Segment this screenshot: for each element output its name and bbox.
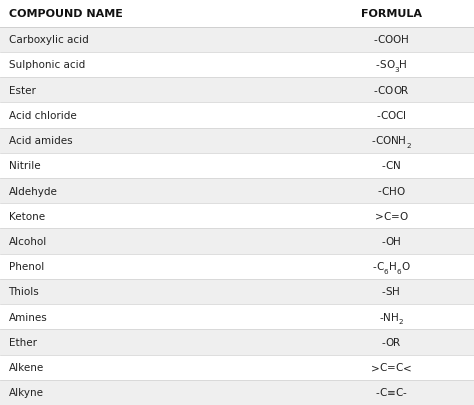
Bar — [0, 355, 474, 380]
Bar — [0, 153, 474, 179]
Text: -: - — [375, 388, 379, 397]
Text: C: C — [379, 362, 387, 372]
Bar — [0, 128, 474, 153]
Bar — [0, 78, 474, 103]
Text: -: - — [376, 111, 380, 121]
Text: Phenol: Phenol — [9, 262, 44, 272]
Text: 6: 6 — [384, 268, 389, 274]
Bar — [0, 179, 474, 204]
Text: O: O — [396, 186, 405, 196]
Text: O: O — [385, 337, 393, 347]
Text: C: C — [375, 136, 383, 146]
Text: H: H — [393, 237, 401, 246]
Bar — [0, 204, 474, 229]
Text: C: C — [381, 186, 389, 196]
Text: C: C — [395, 388, 403, 397]
Text: -: - — [374, 85, 377, 96]
Bar — [0, 229, 474, 254]
Text: Alcohol: Alcohol — [9, 237, 47, 246]
Text: Ester: Ester — [9, 85, 36, 96]
Bar — [0, 254, 474, 279]
Text: O: O — [393, 35, 401, 45]
Text: Thiols: Thiols — [9, 287, 39, 297]
Text: H: H — [401, 35, 409, 45]
Text: N: N — [391, 136, 399, 146]
Bar — [0, 380, 474, 405]
Text: S: S — [379, 60, 386, 70]
Text: >: > — [374, 211, 383, 221]
Text: R: R — [393, 337, 401, 347]
Text: 3: 3 — [394, 67, 399, 73]
Text: C: C — [385, 161, 393, 171]
Text: C: C — [395, 362, 403, 372]
Text: Carboxylic acid: Carboxylic acid — [9, 35, 88, 45]
Text: O: O — [387, 111, 395, 121]
Bar — [0, 304, 474, 330]
Text: -: - — [382, 161, 385, 171]
Bar — [0, 103, 474, 128]
Text: O: O — [393, 85, 401, 96]
Text: COMPOUND NAME: COMPOUND NAME — [9, 9, 122, 19]
Text: -: - — [373, 262, 377, 272]
Text: O: O — [386, 60, 394, 70]
Text: N: N — [383, 312, 391, 322]
Text: -: - — [403, 388, 407, 397]
Text: -: - — [381, 237, 385, 246]
Text: <: < — [403, 362, 411, 372]
Text: l: l — [403, 111, 406, 121]
Text: -: - — [375, 60, 379, 70]
Text: Alkene: Alkene — [9, 362, 44, 372]
Text: Nitrile: Nitrile — [9, 161, 40, 171]
Text: =: = — [391, 211, 400, 221]
Text: C: C — [383, 211, 391, 221]
Text: H: H — [389, 262, 396, 272]
Text: C: C — [377, 262, 384, 272]
Text: -: - — [374, 35, 377, 45]
Text: O: O — [385, 237, 393, 246]
Text: H: H — [399, 136, 406, 146]
Text: 2: 2 — [406, 142, 411, 148]
Text: Aldehyde: Aldehyde — [9, 186, 57, 196]
Bar — [0, 28, 474, 53]
Bar — [0, 279, 474, 304]
Text: C: C — [379, 388, 387, 397]
Text: Ether: Ether — [9, 337, 36, 347]
Text: C: C — [377, 85, 385, 96]
Text: Acid chloride: Acid chloride — [9, 111, 76, 121]
Text: 2: 2 — [398, 318, 403, 324]
Text: 6: 6 — [396, 268, 401, 274]
Text: O: O — [385, 85, 393, 96]
Text: C: C — [380, 111, 387, 121]
Text: -: - — [382, 287, 386, 297]
Text: >: > — [371, 362, 379, 372]
Text: O: O — [383, 136, 391, 146]
Bar — [0, 53, 474, 78]
Text: O: O — [400, 211, 408, 221]
Text: -: - — [377, 186, 381, 196]
Text: ≡: ≡ — [387, 388, 395, 397]
Text: H: H — [399, 60, 407, 70]
Text: R: R — [401, 85, 409, 96]
Text: C: C — [377, 35, 384, 45]
Text: FORMULA: FORMULA — [361, 9, 421, 19]
Text: Ketone: Ketone — [9, 211, 45, 221]
Text: -: - — [379, 312, 383, 322]
Text: =: = — [387, 362, 395, 372]
Text: O: O — [384, 35, 393, 45]
Text: S: S — [386, 287, 392, 297]
Text: H: H — [392, 287, 400, 297]
Bar — [0, 0, 474, 28]
Text: H: H — [391, 312, 398, 322]
Text: N: N — [393, 161, 401, 171]
Text: Amines: Amines — [9, 312, 47, 322]
Text: Acid amides: Acid amides — [9, 136, 72, 146]
Text: Sulphonic acid: Sulphonic acid — [9, 60, 85, 70]
Text: C: C — [395, 111, 403, 121]
Text: H: H — [389, 186, 396, 196]
Bar — [0, 330, 474, 355]
Text: -: - — [371, 136, 375, 146]
Text: Alkyne: Alkyne — [9, 388, 44, 397]
Text: O: O — [401, 262, 409, 272]
Text: -: - — [382, 337, 385, 347]
